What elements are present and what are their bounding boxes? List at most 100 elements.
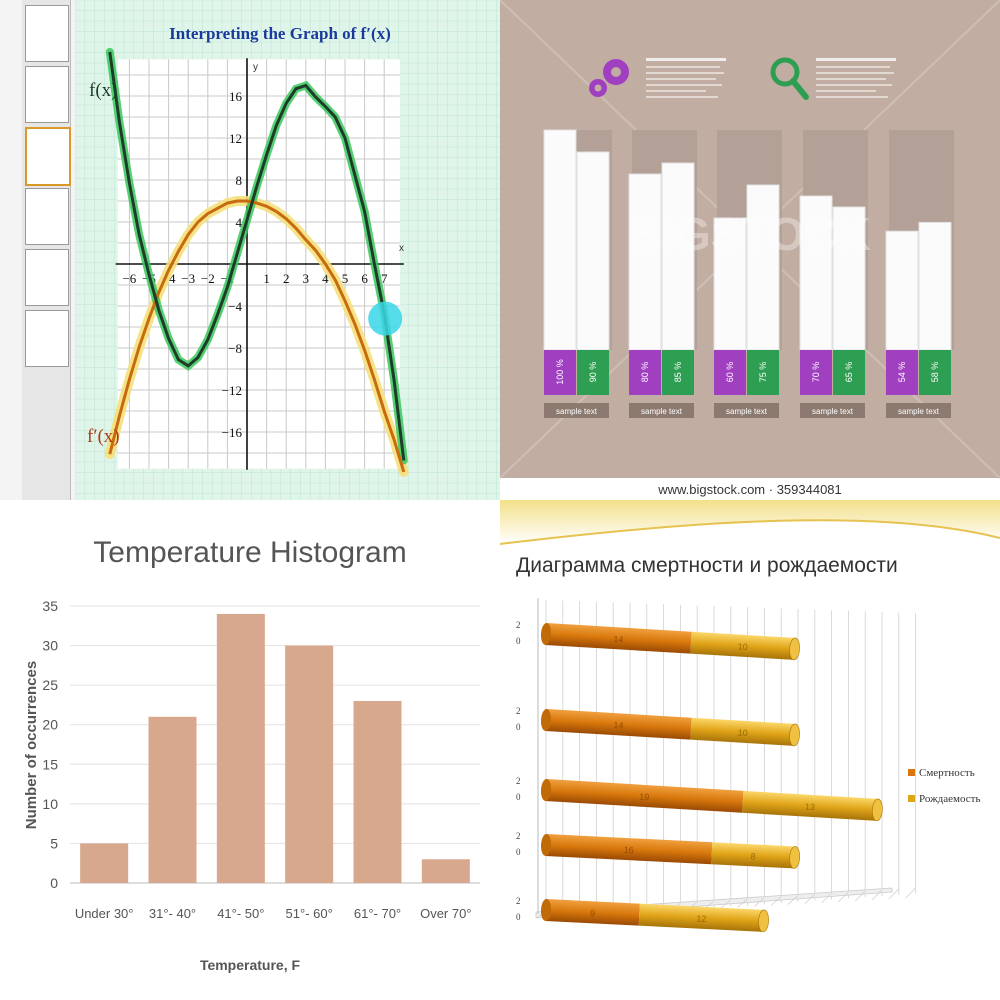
legend-mortality: Смертность [919,767,975,779]
category-label: 2 [516,776,521,786]
bar-value-label: 85 % [673,362,683,383]
mortality-value: 16 [624,845,635,855]
x-tick-label: 31°- 40° [149,906,196,921]
bar [661,162,695,351]
cylinder-bar: 14 10 [540,623,800,661]
slide-thumbnail-active[interactable] [25,127,71,186]
y-tick-label: 30 [42,638,58,654]
bar-value-label: 58 % [930,362,940,383]
y-tick-label: 12 [229,131,242,146]
slide-thumbnail-sidebar [22,0,71,500]
x-tick-label: 61°- 70° [354,906,401,921]
bar-group: 100 % 90 % sample text [543,129,612,418]
legend-birthrate: Рождаемость [919,793,980,805]
category-label: 0 [516,847,521,857]
x-tick-label: 7 [381,271,388,286]
histogram-title: Temperature Histogram [93,536,406,569]
birthrate-value: 12 [696,914,707,924]
bar [799,195,833,351]
y-tick-label: 5 [50,835,58,851]
x-tick-label: 1 [263,271,270,286]
y-tick-label: −16 [222,425,243,440]
bar-label-box [629,350,661,395]
bar-label-box [919,350,951,395]
y-axis-title: Number of occurrences [23,661,40,829]
slide-thumbnail[interactable] [25,249,69,306]
bar [628,173,662,351]
mortality-value: 14 [613,634,624,645]
y-tick-label: 25 [42,677,58,693]
slide-thumbnail[interactable] [25,310,69,367]
bar [713,217,747,351]
mortality-value: 14 [613,720,624,731]
category-label: sample text [641,407,683,416]
category-tag [800,403,865,418]
x-tick-label: 51°- 60° [286,906,333,921]
y-tick-label: 8 [236,173,243,188]
category-label: 2 [516,831,521,841]
x-tick-label: −3 [181,271,195,286]
birthrate-value: 10 [737,642,748,653]
y-tick-label: 20 [42,717,58,733]
derivative-graph-panel: −6 −5 −4 −3 −2 −1 1 2 3 4 5 6 7 16 12 8 4 −4 −8 −12 −16 Inte… [0,0,500,500]
highlight-marker [368,301,403,336]
bar-label-box [577,350,609,395]
x-tick-label: −6 [122,271,136,286]
x-tick-label: Under 30° [75,906,134,921]
x-tick-label: 2 [283,271,290,286]
category-tag [714,403,779,418]
y-tick-label: 15 [42,756,58,772]
x-axis-title: Temperature, F [200,957,301,973]
x-tick-label: 4 [322,271,329,286]
bar-group: 60 % 75 % sample text [713,130,782,418]
chart-legend: Смертность Рождаемость [908,767,980,805]
infographic-panel: 100 % 90 % sample text 80 % 85 % sample text 6… [500,0,1000,500]
mortality-segment [545,779,744,813]
category-tag [886,403,951,418]
birthrate-segment [742,790,879,821]
slide-thumbnail[interactable] [25,5,69,62]
x-axis-label: x [399,243,404,254]
bar-value-label: 65 % [844,362,854,383]
birthrate-segment [690,631,796,660]
category-label: 0 [516,722,521,732]
bar-label-box [800,350,832,395]
y-tick-label: −8 [228,341,242,356]
bar-group: 80 % 85 % sample text [628,130,697,418]
temperature-histogram-panel: Temperature Histogram Under 30° 31°- 40° 4… [0,500,500,1000]
mortality-segment [545,834,713,865]
slide-thumbnail[interactable] [25,66,69,123]
x-tick-label: 41°- 50° [217,906,264,921]
bar-group: 54 % 58 % sample text [885,130,954,418]
bar-value-label: 60 % [725,362,735,383]
histogram-bar [216,613,265,883]
histogram-bar [421,859,470,883]
graph-title: Interpreting the Graph of f′(x) [169,24,391,43]
mortality-value: 9 [590,908,596,918]
slide-thumbnail[interactable] [25,188,69,245]
category-label: sample text [556,407,598,416]
magnifier-icon [770,57,809,100]
histogram-bar [80,843,129,883]
x-tick-label: 5 [342,271,349,286]
fprime-curve [108,199,406,473]
bar [543,129,577,351]
bar-value-label: 80 % [640,362,650,383]
category-label: 2 [516,706,521,716]
y-tick-label: 35 [42,598,58,614]
x-tick-label: Over 70° [420,906,471,921]
chart-title: Диаграмма смертности и рождаемости [516,554,898,577]
bar-value-label: 70 % [811,362,821,383]
category-label: 0 [516,912,521,922]
mortality-birth-chart-panel: Диаграмма смертности и рождаемости 14 10 1… [500,500,1000,1000]
bar-label-box [886,350,918,395]
birthrate-value: 13 [805,802,816,813]
watermark: BIGSTOCK [629,208,871,260]
bar-group: 70 % 65 % sample text [799,130,868,418]
y-tick-label: 4 [236,215,243,230]
birthrate-segment [690,717,796,746]
infographic-svg: 100 % 90 %sample text 80 % 85 % sample text 6… [500,0,1000,479]
cylinder-bar: 9 12 [540,899,769,933]
